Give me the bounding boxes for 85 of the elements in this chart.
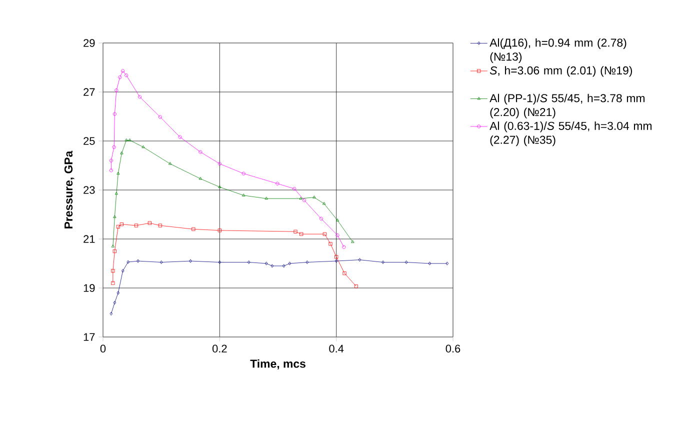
legend-label: Al (0.63-1)/S 55/45, h=3.04 mm (2.27) (№35) — [490, 122, 652, 146]
legend-label: Al(Д16), h=0.94 mm (2.78) (№13) — [490, 38, 626, 63]
x-tick-label: 0 — [100, 344, 106, 353]
point — [264, 196, 268, 200]
legend-label: S, h=3.06 mm (2.01) (№19) — [490, 66, 632, 77]
point — [218, 185, 222, 188]
point — [112, 249, 116, 254]
y-tick-label: 27 — [84, 88, 95, 96]
point — [114, 88, 118, 92]
point — [128, 138, 132, 142]
point — [336, 234, 340, 238]
point — [118, 75, 122, 80]
point — [111, 269, 115, 273]
point — [319, 216, 323, 220]
y-axis-title: Pressure, GPa — [64, 150, 74, 228]
point — [126, 260, 130, 264]
point — [218, 228, 222, 232]
point — [292, 186, 296, 191]
point — [198, 150, 202, 154]
point — [198, 176, 202, 180]
point — [358, 258, 362, 262]
point — [112, 112, 116, 116]
point — [189, 259, 192, 263]
point — [113, 215, 116, 218]
point — [124, 138, 128, 142]
point — [270, 264, 274, 268]
point — [121, 69, 125, 73]
point — [112, 145, 116, 149]
point — [322, 232, 326, 236]
point — [276, 182, 280, 186]
point — [382, 260, 384, 264]
point — [168, 162, 172, 165]
y-tick-label: 19 — [84, 284, 95, 292]
point — [288, 262, 292, 266]
point — [120, 151, 124, 154]
y-tick-label: 25 — [84, 137, 95, 145]
point — [282, 264, 286, 268]
point — [218, 162, 222, 166]
point — [158, 115, 162, 119]
point — [428, 262, 432, 266]
legend-label: Al (PP-1)/S 55/45, h=3.78 mm (2.20) (№21) — [490, 94, 644, 118]
point — [306, 260, 309, 264]
point — [124, 74, 128, 78]
point — [142, 145, 145, 148]
x-tick-label: 0.6 — [446, 344, 460, 353]
point — [336, 218, 340, 222]
point — [300, 232, 304, 236]
point — [264, 262, 268, 266]
point — [342, 271, 346, 276]
x-tick-label: 0.2 — [212, 344, 227, 353]
point — [121, 269, 124, 273]
y-tick-label: 23 — [84, 186, 95, 194]
point — [334, 259, 338, 263]
point — [294, 230, 298, 234]
point — [328, 242, 332, 246]
point — [247, 260, 250, 264]
y-tick-label: 17 — [84, 333, 95, 341]
y-tick-label: 29 — [84, 39, 95, 47]
point — [242, 194, 246, 196]
point — [158, 224, 162, 228]
x-tick-label: 0.4 — [329, 344, 344, 353]
point — [138, 95, 142, 99]
point — [312, 196, 316, 198]
point — [148, 221, 152, 225]
point — [116, 291, 120, 295]
point — [302, 198, 306, 202]
x-axis-title: Time, mcs — [250, 359, 306, 370]
point — [116, 224, 120, 229]
point — [192, 227, 196, 231]
y-tick-label: 21 — [84, 235, 95, 243]
point — [322, 202, 326, 205]
point — [242, 172, 246, 176]
point — [178, 135, 182, 139]
point — [160, 260, 163, 264]
point — [299, 196, 302, 200]
point — [116, 172, 120, 175]
point — [114, 192, 118, 195]
point — [404, 260, 408, 264]
point — [109, 158, 113, 162]
point — [134, 224, 138, 228]
point — [120, 222, 124, 226]
point — [218, 260, 222, 264]
point — [136, 259, 140, 263]
point — [113, 300, 116, 304]
point — [334, 255, 338, 259]
